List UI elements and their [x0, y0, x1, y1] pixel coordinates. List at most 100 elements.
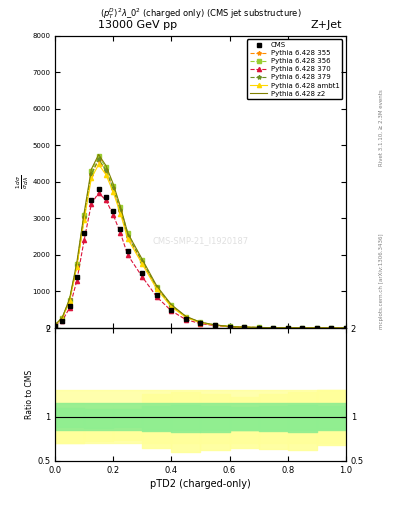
Pythia 6.428 355 [104, 168, 108, 174]
Pythia 6.428 z2 [53, 322, 57, 328]
Pythia 6.428 379 [60, 315, 64, 321]
Pythia 6.428 379 [111, 185, 116, 191]
Pythia 6.428 370 [67, 305, 72, 311]
Pythia 6.428 z2 [184, 313, 188, 319]
Pythia 6.428 ambt1 [140, 261, 145, 267]
CMS [300, 325, 305, 331]
Pythia 6.428 z2 [300, 325, 305, 331]
Pythia 6.428 z2 [154, 283, 159, 289]
Pythia 6.428 370 [227, 324, 232, 330]
Pythia 6.428 370 [89, 201, 94, 207]
CMS [343, 325, 348, 331]
Pythia 6.428 356 [154, 284, 159, 290]
Pythia 6.428 356 [82, 212, 86, 218]
CMS [329, 325, 334, 331]
CMS [75, 274, 79, 280]
Pythia 6.428 ambt1 [53, 322, 57, 328]
Pythia 6.428 370 [169, 308, 174, 314]
Pythia 6.428 z2 [285, 325, 290, 331]
Pythia 6.428 355 [75, 263, 79, 269]
Pythia 6.428 379 [169, 303, 174, 309]
Pythia 6.428 ambt1 [329, 325, 334, 331]
Text: CMS-SMP-21_I1920187: CMS-SMP-21_I1920187 [152, 236, 248, 245]
Pythia 6.428 356 [96, 153, 101, 159]
Pythia 6.428 ambt1 [75, 264, 79, 270]
Pythia 6.428 370 [96, 190, 101, 196]
Text: Z+Jet: Z+Jet [310, 20, 342, 31]
Pythia 6.428 ambt1 [184, 314, 188, 321]
Pythia 6.428 379 [75, 262, 79, 268]
Pythia 6.428 370 [184, 316, 188, 323]
Pythia 6.428 ambt1 [213, 322, 217, 328]
Pythia 6.428 356 [67, 296, 72, 303]
Pythia 6.428 ambt1 [198, 319, 203, 326]
CMS [89, 197, 94, 203]
Pythia 6.428 z2 [60, 314, 64, 321]
Pythia 6.428 z2 [314, 325, 319, 331]
Pythia 6.428 z2 [125, 230, 130, 236]
Pythia 6.428 z2 [213, 322, 217, 328]
Pythia 6.428 355 [256, 325, 261, 331]
Pythia 6.428 355 [111, 186, 116, 193]
CMS [82, 230, 86, 236]
Pythia 6.428 355 [60, 315, 64, 321]
Text: $(p_T^D)^2\lambda\_0^2$ (charged only) (CMS jet substructure): $(p_T^D)^2\lambda\_0^2$ (charged only) (… [99, 6, 301, 21]
Pythia 6.428 379 [198, 319, 203, 326]
Pythia 6.428 370 [125, 252, 130, 258]
Pythia 6.428 ambt1 [125, 236, 130, 242]
Pythia 6.428 356 [75, 261, 79, 267]
CMS [184, 316, 188, 322]
Pythia 6.428 356 [111, 182, 116, 188]
Pythia 6.428 ambt1 [154, 286, 159, 292]
Pythia 6.428 355 [53, 322, 57, 328]
CMS [111, 208, 116, 214]
CMS [314, 325, 319, 331]
Pythia 6.428 379 [125, 233, 130, 239]
Pythia 6.428 370 [343, 325, 348, 331]
Pythia 6.428 ambt1 [314, 325, 319, 331]
CMS [285, 325, 290, 331]
Pythia 6.428 356 [271, 325, 275, 331]
Line: Pythia 6.428 356: Pythia 6.428 356 [53, 154, 348, 330]
Pythia 6.428 ambt1 [242, 324, 246, 330]
Pythia 6.428 z2 [256, 325, 261, 331]
Pythia 6.428 356 [118, 204, 123, 210]
Pythia 6.428 355 [82, 216, 86, 222]
Pythia 6.428 370 [300, 325, 305, 331]
Pythia 6.428 356 [104, 164, 108, 170]
Pythia 6.428 379 [140, 259, 145, 265]
Pythia 6.428 370 [242, 324, 246, 330]
Pythia 6.428 355 [96, 157, 101, 163]
Pythia 6.428 356 [285, 325, 290, 331]
Pythia 6.428 z2 [140, 257, 145, 263]
Pythia 6.428 z2 [111, 181, 116, 187]
Pythia 6.428 z2 [343, 325, 348, 331]
Pythia 6.428 356 [60, 315, 64, 321]
Pythia 6.428 z2 [329, 325, 334, 331]
Pythia 6.428 z2 [82, 210, 86, 216]
Pythia 6.428 ambt1 [169, 304, 174, 310]
Pythia 6.428 ambt1 [96, 161, 101, 167]
Pythia 6.428 370 [329, 325, 334, 331]
Pythia 6.428 z2 [198, 319, 203, 325]
Pythia 6.428 z2 [118, 204, 123, 210]
Pythia 6.428 356 [89, 168, 94, 174]
Pythia 6.428 355 [271, 325, 275, 331]
Pythia 6.428 356 [300, 325, 305, 331]
Pythia 6.428 379 [104, 167, 108, 173]
Pythia 6.428 356 [213, 322, 217, 328]
Pythia 6.428 379 [314, 325, 319, 331]
Line: Pythia 6.428 ambt1: Pythia 6.428 ambt1 [53, 162, 348, 330]
Pythia 6.428 355 [118, 208, 123, 214]
Pythia 6.428 355 [154, 285, 159, 291]
Pythia 6.428 ambt1 [89, 175, 94, 181]
Pythia 6.428 379 [213, 322, 217, 328]
CMS [104, 194, 108, 200]
Pythia 6.428 370 [82, 237, 86, 243]
Pythia 6.428 379 [96, 156, 101, 162]
Pythia 6.428 355 [329, 325, 334, 331]
Pythia 6.428 355 [343, 325, 348, 331]
Pythia 6.428 356 [169, 302, 174, 308]
Pythia 6.428 370 [111, 212, 116, 218]
CMS [198, 320, 203, 326]
